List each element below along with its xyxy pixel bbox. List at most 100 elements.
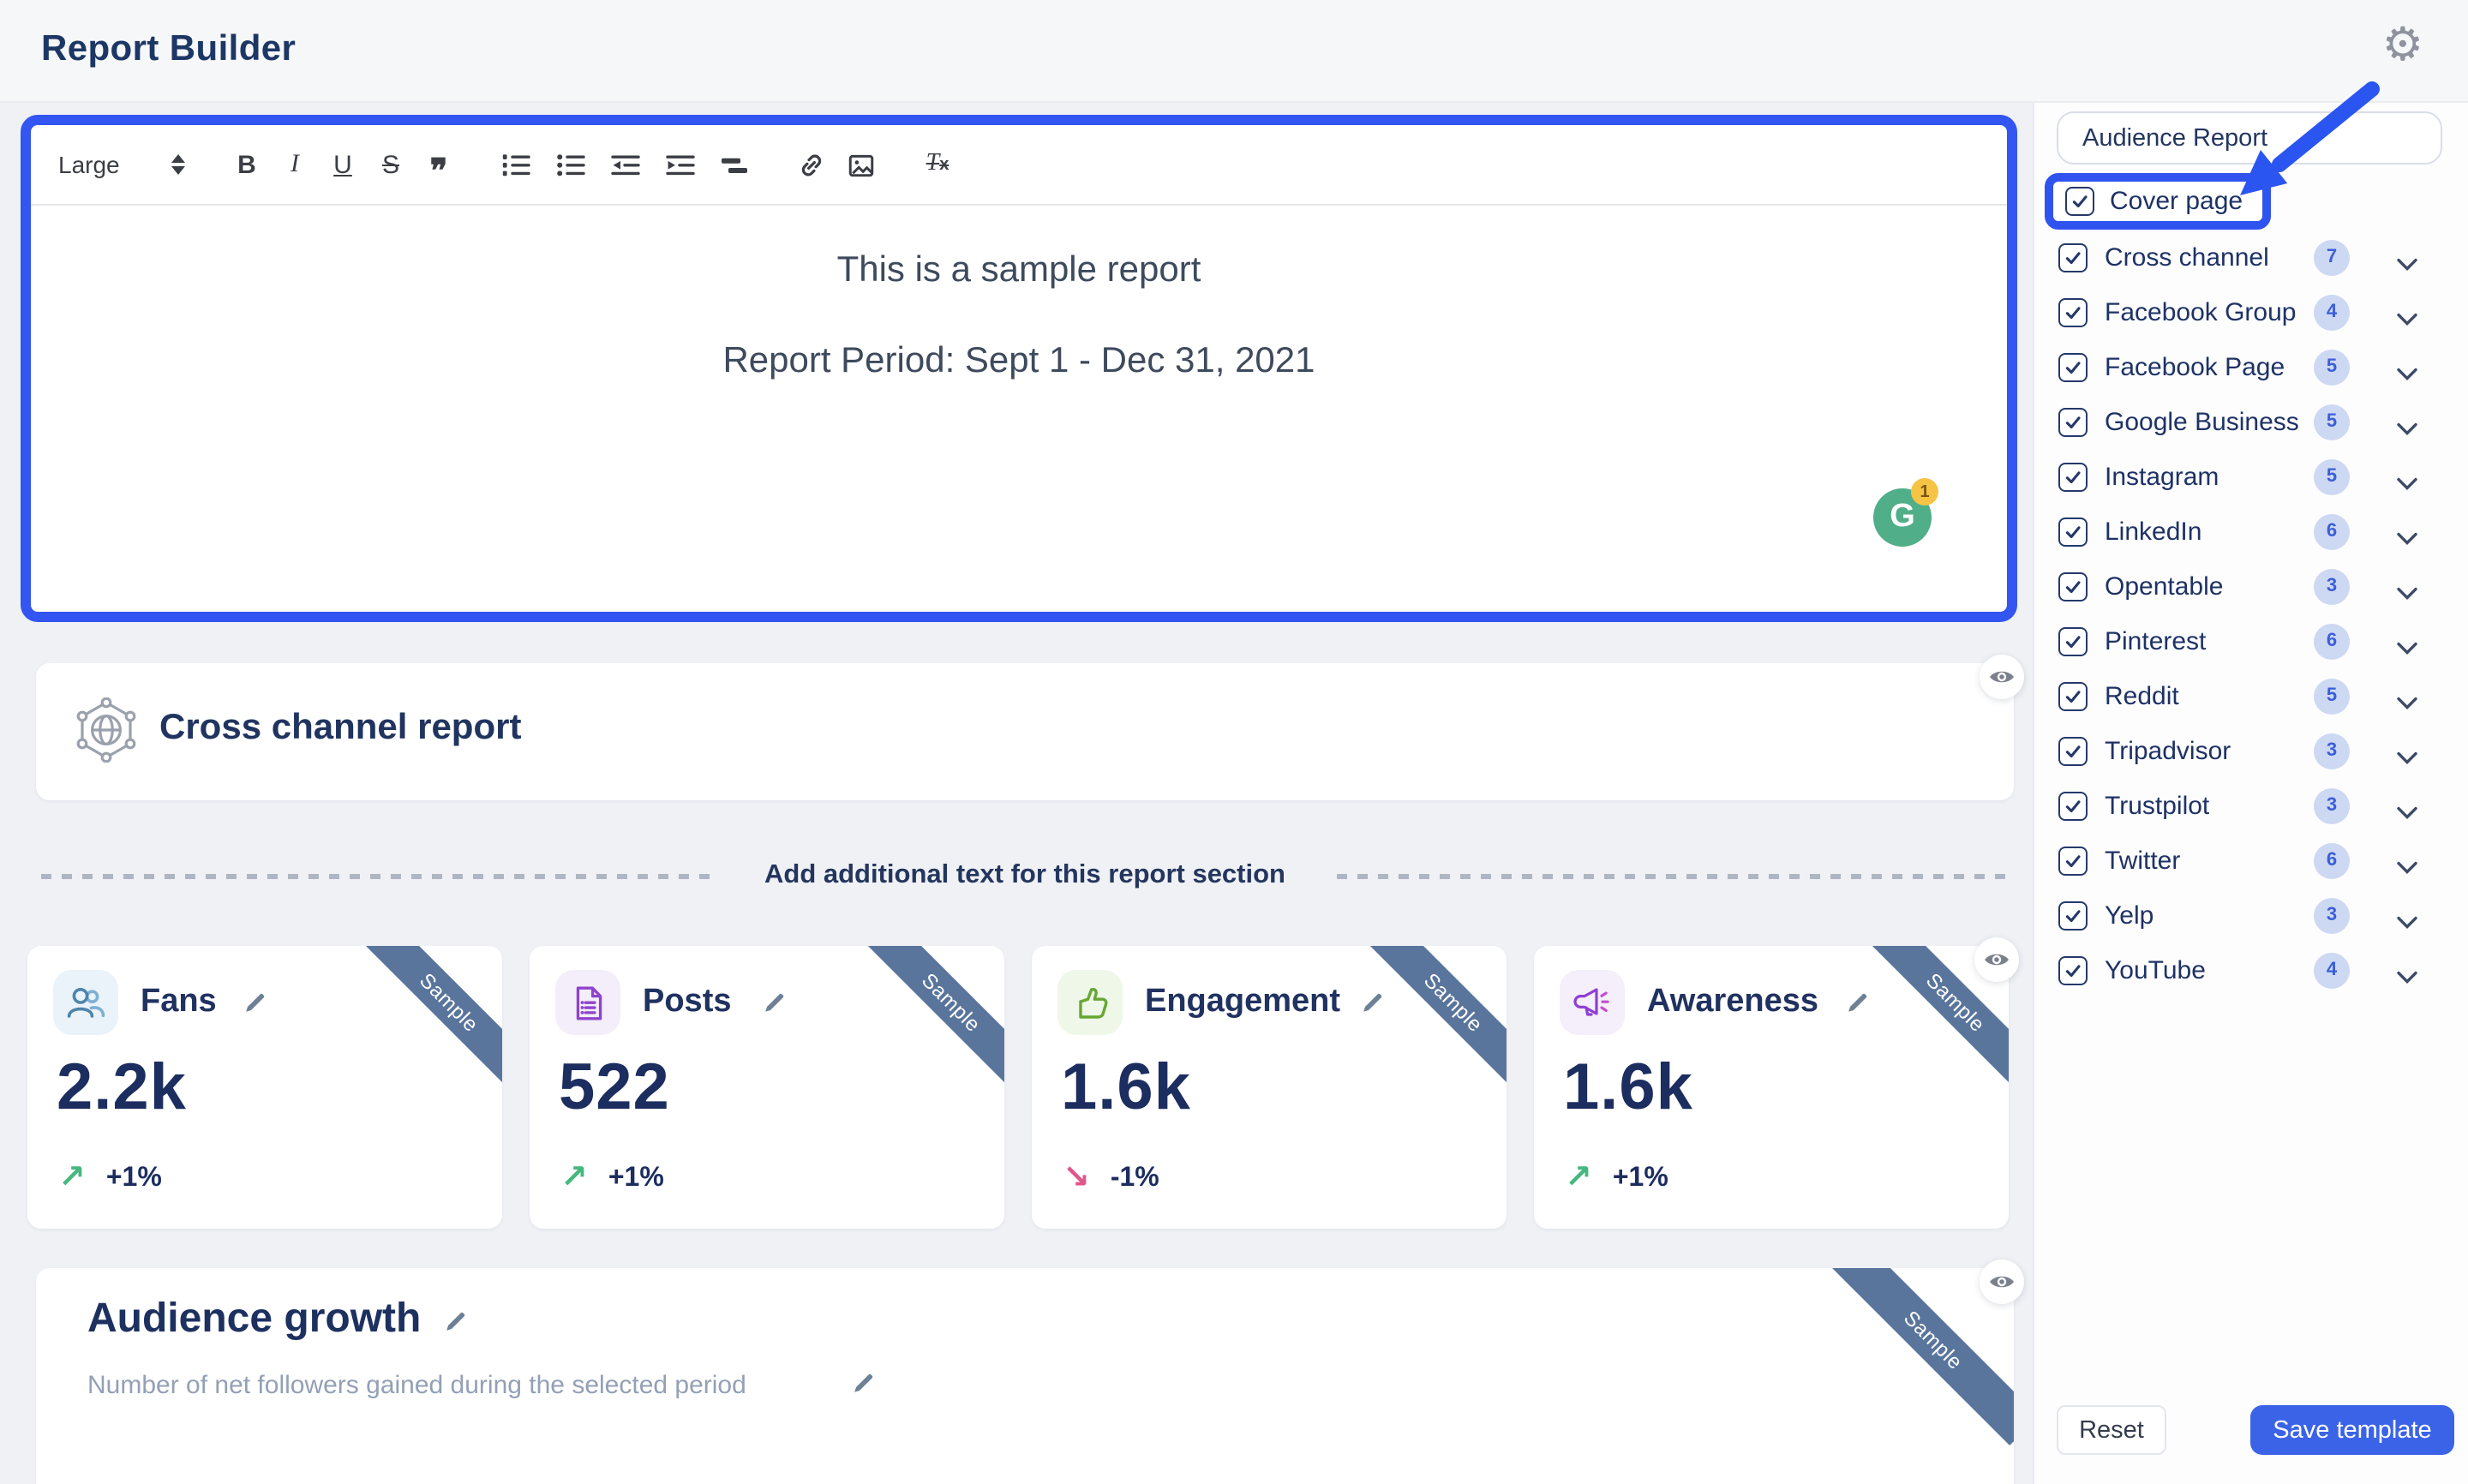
sidebar-item-reddit[interactable]: Reddit 5 (2034, 668, 2468, 723)
chevron-down-icon[interactable] (2396, 907, 2418, 929)
edit-pencil-icon[interactable] (1846, 990, 1870, 1014)
sample-ribbon-label: Sample (356, 946, 502, 1095)
checkbox[interactable] (2058, 352, 2088, 381)
chevron-down-icon[interactable] (2396, 633, 2418, 655)
count-badge: 3 (2314, 787, 2350, 823)
count-badge: 3 (2314, 568, 2350, 604)
checkbox[interactable] (2058, 736, 2088, 765)
checkbox[interactable] (2065, 187, 2094, 216)
eye-toggle-icon[interactable] (1974, 937, 2019, 982)
reset-button[interactable]: Reset (2057, 1405, 2166, 1455)
sidebar-item-twitter[interactable]: Twitter 6 (2034, 833, 2468, 888)
page-title: Report Builder (41, 29, 297, 69)
checkbox[interactable] (2058, 626, 2088, 655)
change-value: +1% (608, 1163, 664, 1192)
save-template-button[interactable]: Save template (2250, 1405, 2454, 1455)
blockquote-button[interactable]: ❞ (429, 153, 448, 190)
checkbox[interactable] (2058, 955, 2088, 984)
checkbox[interactable] (2058, 242, 2088, 272)
count-badge: 4 (2314, 952, 2350, 988)
sidebar-item-label: Twitter (2105, 846, 2181, 875)
chevron-down-icon[interactable] (2396, 743, 2418, 764)
sidebar-item-label: Google Business (2105, 407, 2299, 436)
checkbox[interactable] (2058, 901, 2088, 930)
sidebar-item-pinterest[interactable]: Pinterest 6 (2034, 613, 2468, 668)
chevron-down-icon[interactable] (2396, 359, 2418, 380)
checkbox[interactable] (2058, 681, 2088, 710)
chevron-down-icon[interactable] (2396, 249, 2418, 271)
link-icon[interactable] (797, 147, 826, 182)
sidebar-item-trustpilot[interactable]: Trustpilot 3 (2034, 778, 2468, 833)
edit-pencil-icon[interactable] (763, 990, 787, 1014)
chevron-down-icon[interactable] (2396, 304, 2418, 326)
grammarly-widget[interactable]: G 1 (1873, 478, 1938, 547)
bold-button[interactable]: B (237, 150, 256, 179)
checkbox[interactable] (2058, 462, 2088, 491)
trend-up-icon: ↗ (58, 1158, 86, 1196)
sidebar-item-youtube[interactable]: YouTube 4 (2034, 942, 2468, 997)
checkbox[interactable] (2058, 517, 2088, 546)
metric-label: Posts (643, 984, 732, 1020)
change-value: -1% (1110, 1163, 1159, 1192)
count-badge: 6 (2314, 842, 2350, 878)
sidebar-item-label: Facebook Page (2105, 352, 2285, 381)
edit-pencil-icon[interactable] (444, 1309, 468, 1333)
count-badge: 5 (2314, 458, 2350, 494)
chevron-down-icon[interactable] (2396, 469, 2418, 490)
sidebar-item-linkedin[interactable]: LinkedIn 6 (2034, 504, 2468, 559)
metric-card-awareness: Sample Awareness 1.6k ↗ +1% (1534, 937, 2019, 1229)
strikethrough-button[interactable]: S (381, 150, 399, 179)
sidebar-item-google-business[interactable]: Google Business 5 (2034, 394, 2468, 449)
indent-button[interactable] (665, 147, 696, 182)
gear-icon[interactable]: ⚙ (2381, 19, 2423, 72)
font-size-select[interactable]: Large (58, 151, 185, 178)
underline-button[interactable]: U (333, 150, 352, 179)
align-button[interactable] (720, 147, 749, 182)
edit-pencil-icon[interactable] (243, 990, 267, 1014)
sidebar-item-opentable[interactable]: Opentable 3 (2034, 559, 2468, 613)
add-text-divider[interactable]: Add additional text for this report sect… (41, 857, 2009, 895)
chevron-down-icon[interactable] (2396, 414, 2418, 435)
edit-pencil-icon[interactable] (1361, 990, 1385, 1014)
bullet-list-button[interactable] (555, 147, 586, 182)
edit-pencil-icon[interactable] (852, 1371, 876, 1395)
image-icon[interactable] (847, 147, 876, 182)
checkbox[interactable] (2058, 846, 2088, 875)
chevron-down-icon[interactable] (2396, 962, 2418, 984)
checkbox[interactable] (2058, 571, 2088, 601)
metric-card-posts: Sample Posts 522 ↗ +1% (530, 946, 1004, 1229)
chevron-down-icon[interactable] (2396, 688, 2418, 709)
metric-value: 522 (559, 1052, 670, 1124)
eye-toggle-icon[interactable] (1980, 655, 2024, 699)
section-list: Cover page Cross channel 7 Facebook Grou… (2034, 173, 2468, 997)
checkbox[interactable] (2058, 791, 2088, 820)
globe-network-icon (74, 697, 139, 771)
italic-button[interactable]: I (291, 150, 299, 177)
sidebar-item-tripadvisor[interactable]: Tripadvisor 3 (2034, 723, 2468, 778)
chevron-down-icon[interactable] (2396, 578, 2418, 600)
sidebar-item-facebook-page[interactable]: Facebook Page 5 (2034, 339, 2468, 394)
outdent-button[interactable] (610, 147, 641, 182)
sidebar-item-cover-page[interactable]: Cover page (2034, 173, 2468, 230)
metric-label: Engagement (1145, 984, 1341, 1020)
editor-content[interactable]: This is a sample report Report Period: S… (31, 206, 2007, 612)
ordered-list-button[interactable] (500, 147, 531, 182)
sidebar-item-label: YouTube (2105, 955, 2206, 984)
report-name-input[interactable] (2057, 111, 2442, 165)
cross-channel-section: Cross channel report (36, 655, 2024, 800)
checkbox[interactable] (2058, 407, 2088, 436)
audience-growth-section: Sample Audience growth Number of net fol… (36, 1260, 2024, 1484)
chevron-down-icon[interactable] (2396, 524, 2418, 545)
sidebar-item-cross-channel[interactable]: Cross channel 7 (2034, 230, 2468, 284)
checkbox[interactable] (2058, 297, 2088, 326)
eye-toggle-icon[interactable] (1980, 1260, 2024, 1304)
sidebar-item-instagram[interactable]: Instagram 5 (2034, 449, 2468, 504)
metric-value: 1.6k (1563, 1052, 1693, 1124)
chevron-down-icon[interactable] (2396, 798, 2418, 819)
chevron-down-icon[interactable] (2396, 853, 2418, 874)
sidebar-item-yelp[interactable]: Yelp 3 (2034, 888, 2468, 942)
sidebar-item-facebook-group[interactable]: Facebook Group 4 (2034, 284, 2468, 339)
count-badge: 5 (2314, 349, 2350, 385)
